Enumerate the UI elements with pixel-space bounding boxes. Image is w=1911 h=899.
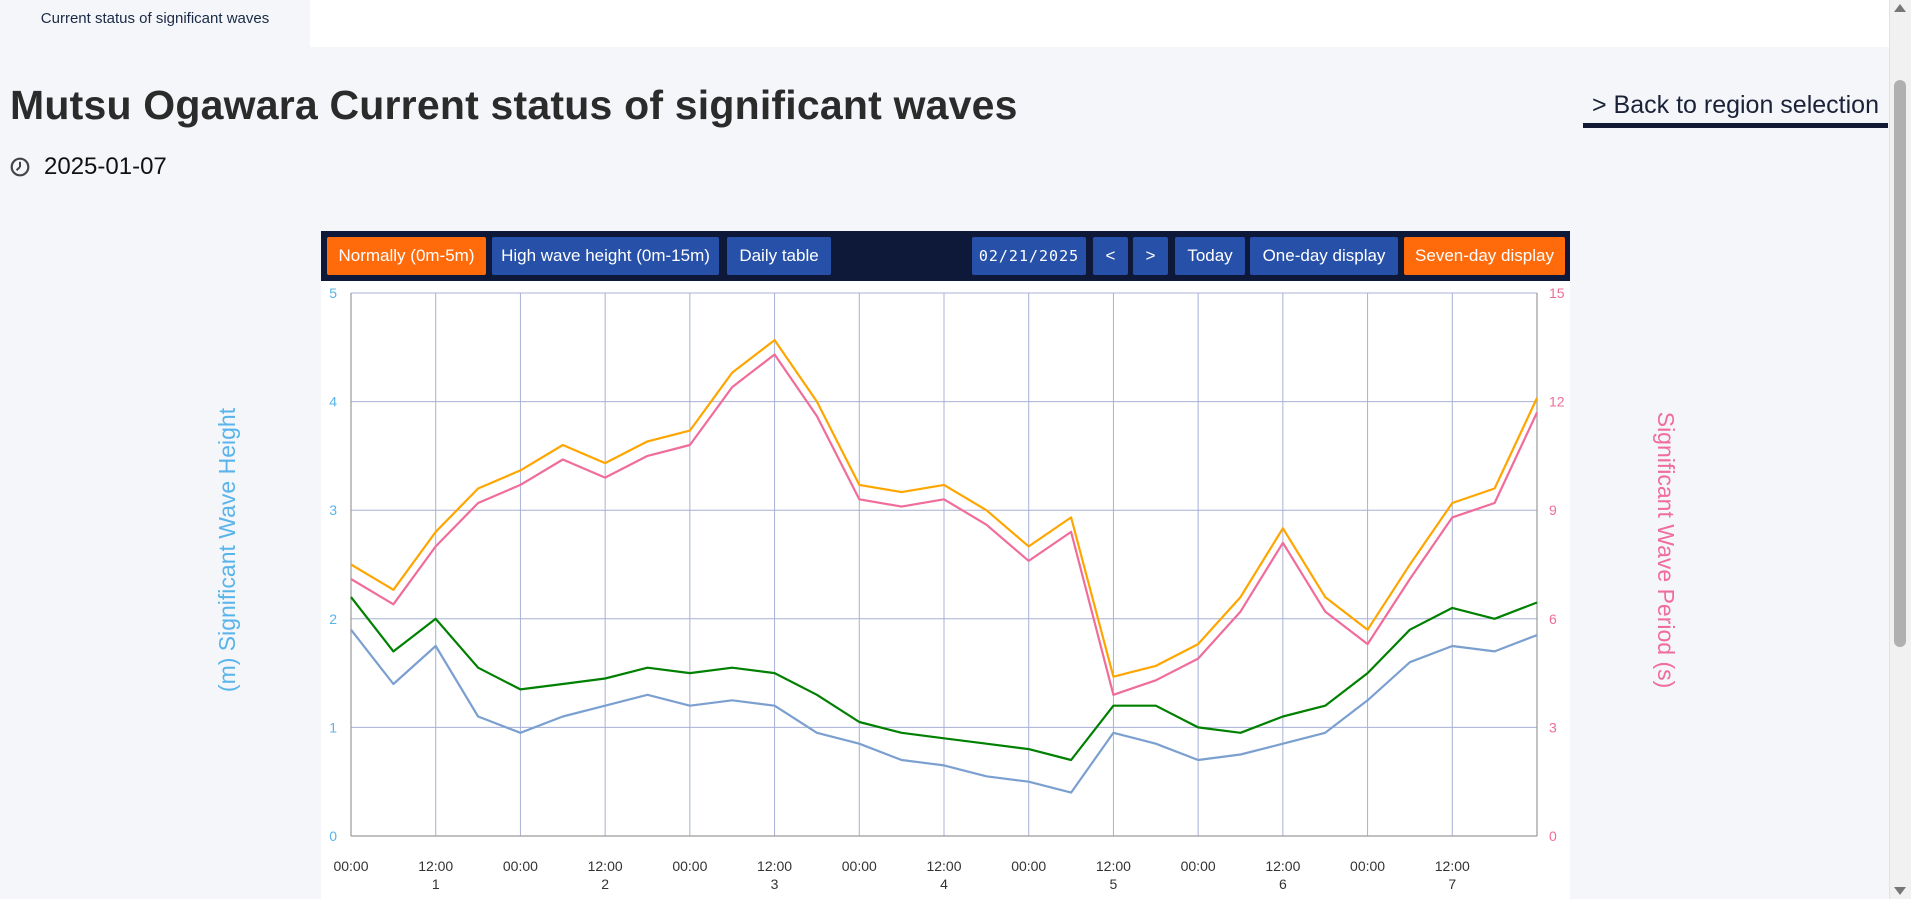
date-picker-button[interactable]: 02/21/2025 xyxy=(972,237,1086,275)
x-day-label: 2 xyxy=(601,876,609,892)
x-day-label: 3 xyxy=(771,876,779,892)
x-day-label: 6 xyxy=(1279,876,1287,892)
series-lines xyxy=(350,339,1538,794)
scroll-up-arrow-icon[interactable] xyxy=(1894,4,1906,12)
right-y-tick-label: 15 xyxy=(1549,285,1565,301)
left-axis-title: (m) Significant Wave Height xyxy=(214,407,240,692)
x-tick-label: 00:00 xyxy=(1181,858,1216,874)
x-tick-label: 00:00 xyxy=(333,858,368,874)
right-y-tick-label: 12 xyxy=(1549,394,1565,410)
clock-icon xyxy=(10,157,30,177)
x-day-label: 7 xyxy=(1448,876,1456,892)
x-tick-label: 12:00 xyxy=(1435,858,1470,874)
left-y-tick-label: 5 xyxy=(329,285,337,301)
chart-panel xyxy=(321,281,1570,899)
page-title: Mutsu Ogawara Current status of signific… xyxy=(10,82,1018,128)
seven-day-display-button[interactable]: Seven-day display xyxy=(1404,237,1565,275)
normal-range-button[interactable]: Normally (0m-5m) xyxy=(327,237,486,275)
x-tick-label: 00:00 xyxy=(672,858,707,874)
previous-day-button[interactable]: < xyxy=(1093,237,1128,275)
next-day-button[interactable]: > xyxy=(1133,237,1168,275)
left-y-tick-label: 2 xyxy=(329,611,337,627)
back-to-region-link[interactable]: > Back to region selection xyxy=(1583,88,1888,128)
series-line xyxy=(350,629,1538,794)
vertical-scrollbar[interactable] xyxy=(1889,0,1911,899)
right-y-tick-label: 9 xyxy=(1549,502,1557,518)
x-tick-label: 12:00 xyxy=(1096,858,1131,874)
right-y-tick-label: 3 xyxy=(1549,719,1557,735)
chart-toolbar: Normally (0m-5m) High wave height (0m-15… xyxy=(321,231,1570,281)
x-tick-label: 12:00 xyxy=(1265,858,1300,874)
x-tick-label: 00:00 xyxy=(1011,858,1046,874)
x-tick-label: 00:00 xyxy=(503,858,538,874)
tab-bar: Current status of significant waves xyxy=(0,0,1890,47)
daily-table-button[interactable]: Daily table xyxy=(727,237,831,275)
series-line xyxy=(350,596,1538,762)
tab-current-status[interactable]: Current status of significant waves xyxy=(0,0,310,47)
x-tick-label: 12:00 xyxy=(588,858,623,874)
x-tick-label: 00:00 xyxy=(842,858,877,874)
one-day-display-button[interactable]: One-day display xyxy=(1250,237,1398,275)
series-line xyxy=(350,353,1538,696)
x-day-label: 1 xyxy=(432,876,440,892)
tab-label: Current status of significant waves xyxy=(40,10,270,27)
x-tick-label: 12:00 xyxy=(926,858,961,874)
x-tick-label: 12:00 xyxy=(757,858,792,874)
right-y-tick-label: 0 xyxy=(1549,828,1557,844)
left-y-tick-label: 1 xyxy=(329,719,337,735)
grid-lines xyxy=(351,292,1537,836)
left-y-tick-label: 4 xyxy=(329,394,337,410)
left-y-tick-label: 3 xyxy=(329,502,337,518)
current-date: 2025-01-07 xyxy=(44,153,167,180)
scroll-thumb[interactable] xyxy=(1894,80,1906,647)
x-day-label: 5 xyxy=(1110,876,1118,892)
date-row: 2025-01-07 xyxy=(10,152,167,182)
x-day-label: 4 xyxy=(940,876,948,892)
left-y-tick-label: 0 xyxy=(329,828,337,844)
high-wave-range-button[interactable]: High wave height (0m-15m) xyxy=(492,237,719,275)
x-tick-label: 12:00 xyxy=(418,858,453,874)
right-y-tick-label: 6 xyxy=(1549,611,1557,627)
series-line xyxy=(350,339,1538,678)
tab-bar-filler xyxy=(310,0,1890,47)
scroll-down-arrow-icon[interactable] xyxy=(1894,887,1906,895)
right-axis-title: Significant Wave Period (s) xyxy=(1653,412,1679,689)
x-tick-label: 00:00 xyxy=(1350,858,1385,874)
today-button[interactable]: Today xyxy=(1175,237,1245,275)
